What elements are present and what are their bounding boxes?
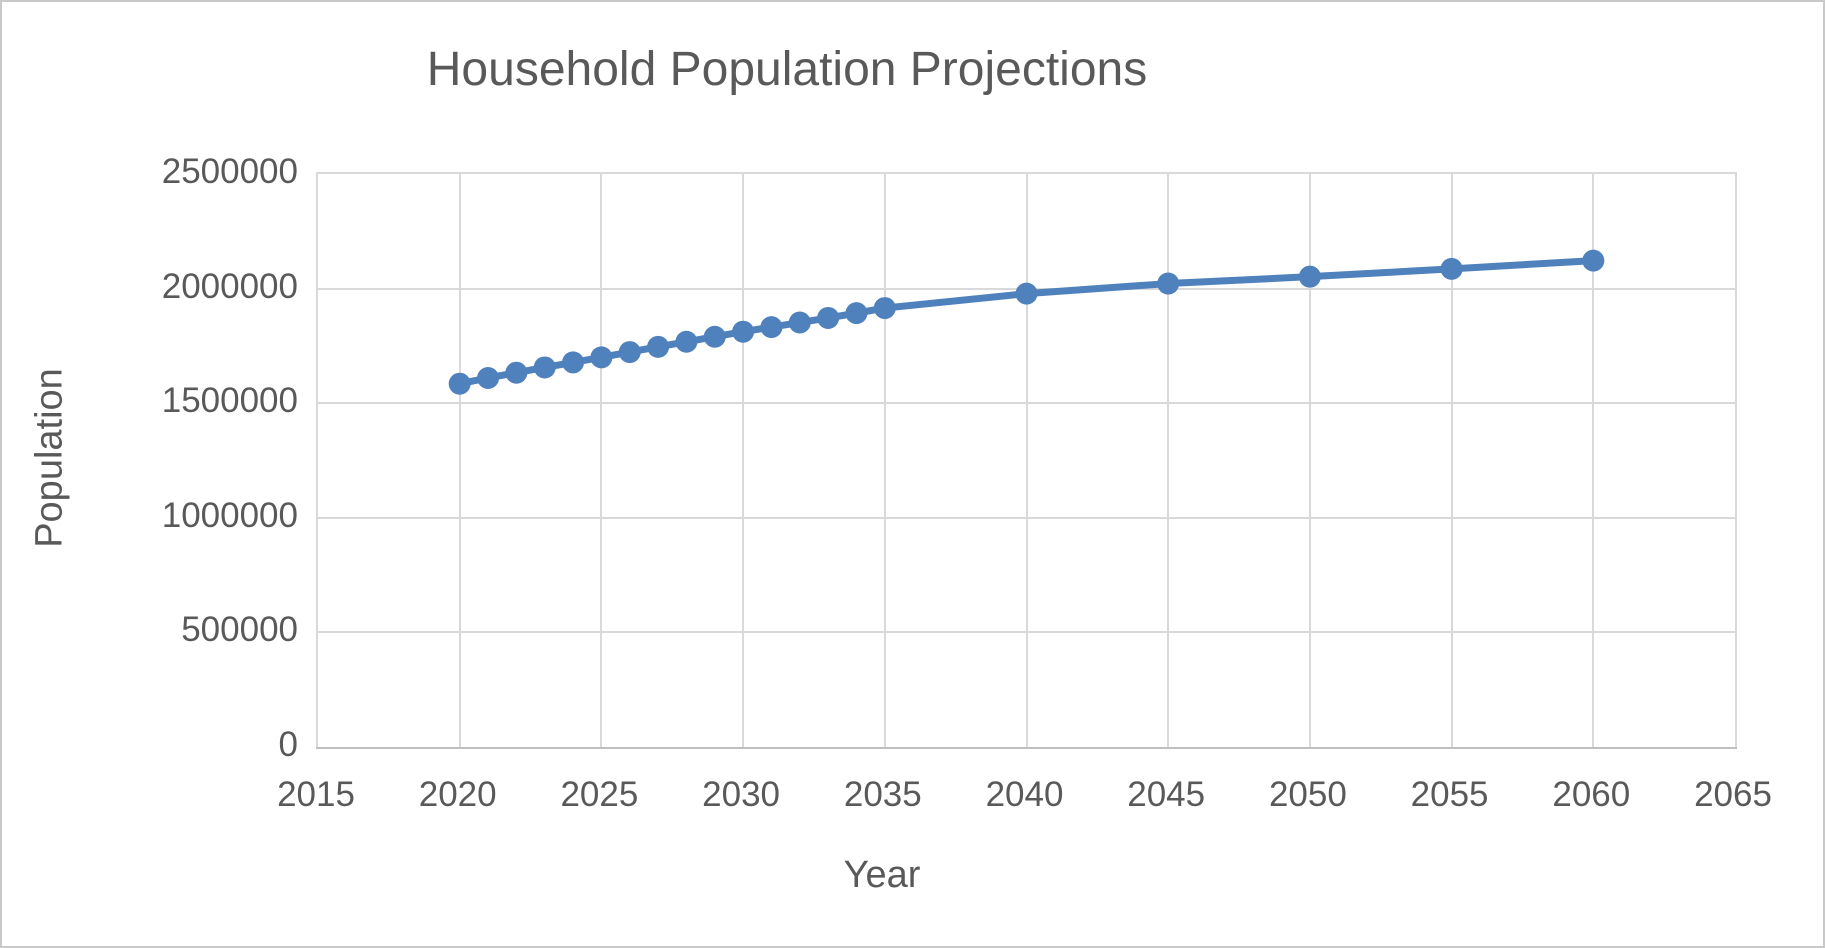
y-tick-label: 0 bbox=[278, 725, 298, 764]
vertical-gridline bbox=[458, 174, 461, 747]
data-point-marker bbox=[732, 320, 755, 343]
x-tick-label: 2060 bbox=[1552, 775, 1631, 814]
y-tick-label: 2500000 bbox=[161, 152, 298, 191]
data-point-marker bbox=[845, 302, 868, 325]
data-point-marker bbox=[647, 335, 670, 358]
vertical-gridline bbox=[600, 174, 603, 747]
y-tick-label: 500000 bbox=[181, 610, 298, 650]
data-point-marker bbox=[873, 297, 896, 320]
x-tick-label: 2025 bbox=[560, 775, 639, 814]
x-tick-label: 2030 bbox=[702, 775, 781, 814]
x-tick-label: 2015 bbox=[277, 775, 355, 814]
vertical-gridline bbox=[1308, 174, 1311, 747]
data-point-marker bbox=[477, 366, 500, 389]
x-tick-label: 2045 bbox=[1127, 775, 1206, 814]
x-tick-label: 2035 bbox=[843, 775, 922, 814]
x-axis-line bbox=[316, 747, 1737, 749]
data-point-marker bbox=[1298, 265, 1321, 288]
x-tick-label: 2040 bbox=[985, 775, 1064, 814]
data-point-marker bbox=[562, 351, 585, 374]
plot-area bbox=[316, 172, 1737, 749]
vertical-gridline bbox=[1025, 174, 1028, 747]
x-axis-title: Year bbox=[843, 854, 921, 896]
data-point-marker bbox=[703, 325, 726, 348]
data-point-marker bbox=[618, 341, 641, 364]
data-point-marker bbox=[788, 311, 811, 334]
vertical-gridline bbox=[1450, 174, 1453, 747]
data-point-marker bbox=[505, 361, 528, 384]
vertical-gridline bbox=[742, 174, 745, 747]
x-tick-label: 2050 bbox=[1268, 775, 1347, 814]
data-point-marker bbox=[1582, 249, 1605, 272]
x-tick-label: 2065 bbox=[1694, 775, 1772, 814]
data-point-marker bbox=[590, 346, 613, 369]
data-point-marker bbox=[533, 356, 556, 379]
data-point-marker bbox=[675, 330, 698, 353]
chart-title: Household Population Projections bbox=[426, 43, 1148, 96]
data-point-marker bbox=[1015, 282, 1038, 305]
data-point-marker bbox=[817, 306, 840, 329]
x-tick-label: 2020 bbox=[418, 775, 497, 814]
data-point-marker bbox=[448, 372, 471, 395]
data-point-marker bbox=[1440, 257, 1463, 280]
data-point-marker bbox=[760, 316, 783, 339]
vertical-gridline bbox=[1592, 174, 1595, 747]
y-tick-label: 2000000 bbox=[161, 266, 298, 306]
vertical-gridline bbox=[883, 174, 886, 747]
population-line-series bbox=[448, 249, 1605, 395]
series-line bbox=[459, 257, 1594, 388]
y-tick-label: 1500000 bbox=[161, 381, 298, 421]
x-tick-label: 2055 bbox=[1410, 775, 1489, 814]
y-tick-label: 1000000 bbox=[161, 495, 298, 535]
data-point-marker bbox=[1157, 272, 1180, 295]
vertical-gridline bbox=[1167, 174, 1170, 747]
